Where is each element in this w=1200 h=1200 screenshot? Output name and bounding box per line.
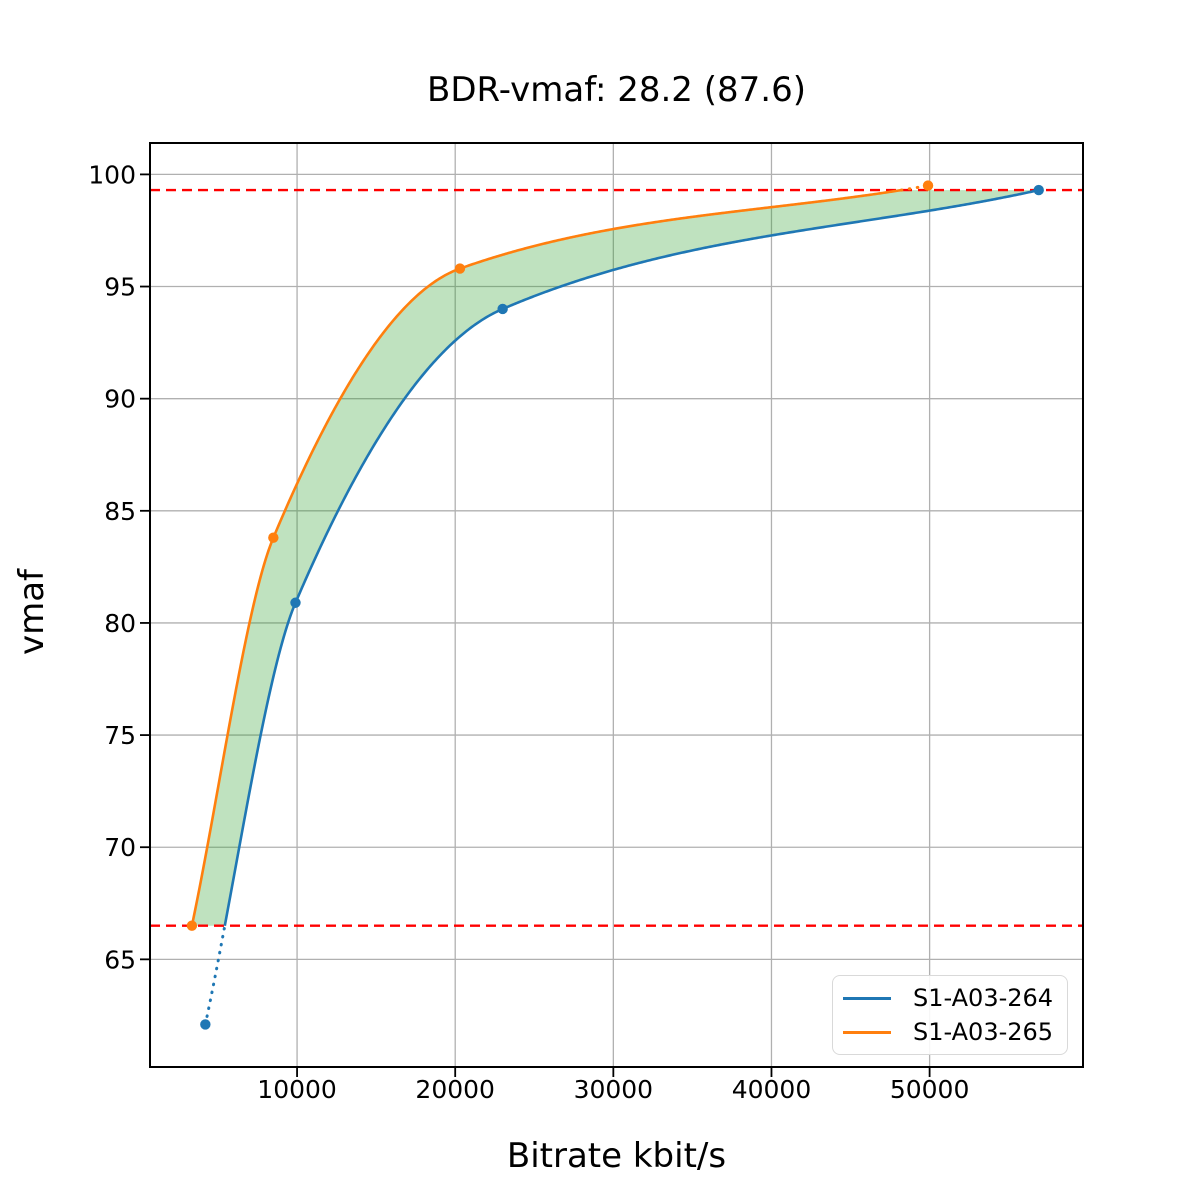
x-tick-label: 10000 [257,1075,337,1104]
plot-background [150,143,1083,1067]
x-ticks: 10000 20000 30000 40000 50000 [257,1067,969,1104]
chart-title: BDR-vmaf: 28.2 (87.6) [427,70,806,110]
series-curve-S1-A03-265 [190,184,930,926]
y-tick-label: 85 [104,497,136,526]
legend-item-264: S1-A03-264 [843,983,1067,1012]
x-axis-label: Bitrate kbit/s [506,1136,727,1176]
fill-region [191,190,1039,926]
y-tick-label: 80 [104,609,136,638]
grid [150,143,1083,1067]
data-point [200,1019,211,1030]
y-tick-label: 75 [104,721,136,750]
y-tick-label: 95 [104,273,136,302]
series-markers-S1-A03-265 [186,180,934,931]
y-axis-label: vmaf [12,568,52,656]
series-markers-S1-A03-264 [200,184,1044,1030]
legend: S1-A03-264 S1-A03-265 [832,975,1068,1055]
data-point [290,597,301,608]
data-point [1033,184,1044,196]
y-tick-label: 90 [104,385,136,414]
data-point [454,263,466,274]
data-point [186,920,198,931]
data-point [922,180,934,191]
x-tick-label: 50000 [890,1075,970,1104]
plot-border [149,142,1084,1068]
y-tick-label: 65 [104,945,136,974]
legend-line-sample-265 [843,1030,891,1034]
y-tick-label: 100 [88,160,136,189]
x-tick-label: 40000 [732,1075,812,1104]
y-tick-label: 70 [104,833,136,862]
data-point [497,303,508,315]
legend-label-265: S1-A03-265 [913,1017,1054,1046]
data-point [268,532,279,543]
legend-item-265: S1-A03-265 [843,1017,1067,1046]
y-ticks: 65 70 75 80 85 90 95 100 [88,160,150,974]
legend-line-sample-264 [843,996,891,1000]
series-curve-S1-A03-264 [203,188,1040,1026]
legend-label-264: S1-A03-264 [913,983,1054,1012]
x-tick-label: 20000 [415,1075,495,1104]
x-tick-label: 30000 [574,1075,654,1104]
